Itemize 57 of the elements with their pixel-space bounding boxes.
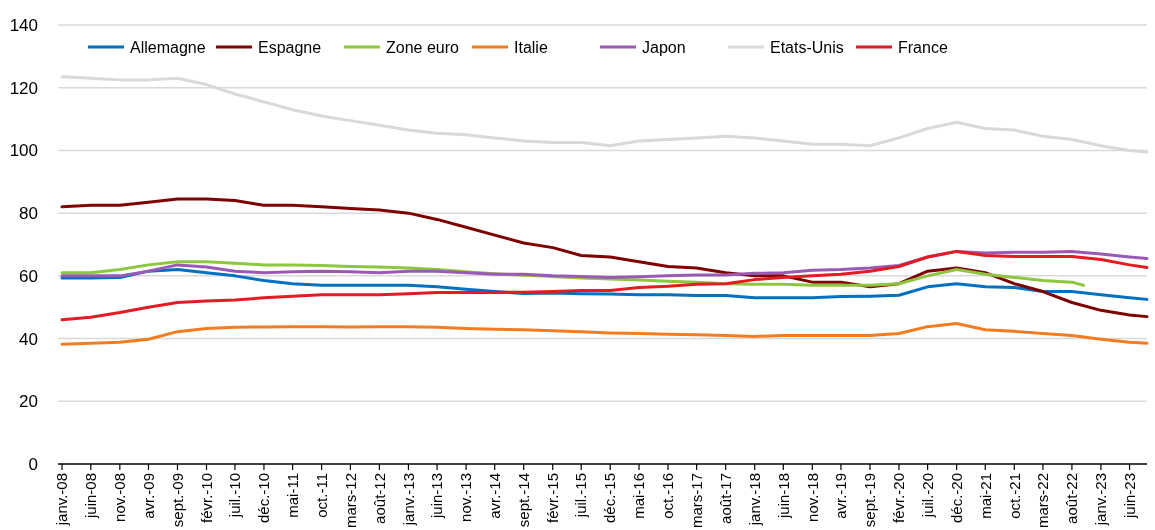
x-tick-label: oct.-11 <box>312 473 330 518</box>
y-tick-label: 140 <box>9 15 38 35</box>
x-tick-label: déc.-20 <box>947 473 965 524</box>
y-tick-label: 100 <box>9 141 38 161</box>
x-tick-label: août-12 <box>370 473 388 524</box>
x-tick-label: avr.-09 <box>139 473 157 519</box>
x-tick-label: avr.-14 <box>485 473 503 519</box>
x-tick-label: juil.-10 <box>226 473 244 519</box>
y-tick-label: 20 <box>19 392 38 412</box>
x-tick-label: sept.-09 <box>168 473 186 528</box>
x-tick-label: déc.-15 <box>601 473 619 524</box>
x-tick-label: août-17 <box>716 473 734 524</box>
x-tick-label: févr.-15 <box>543 473 561 524</box>
x-tick-label: juil.-20 <box>918 473 936 519</box>
legend-label: Zone euro <box>386 38 460 56</box>
legend-label: Allemagne <box>130 38 206 56</box>
x-tick-label: janv.-18 <box>745 473 763 527</box>
legend-label: France <box>898 38 948 56</box>
x-tick-label: avr.-19 <box>832 473 850 519</box>
x-tick-label: janv.-23 <box>1092 473 1110 527</box>
x-tick-label: juin-18 <box>774 473 792 520</box>
x-tick-label: oct.-21 <box>1005 473 1023 519</box>
x-tick-label: juin-13 <box>428 473 446 520</box>
x-tick-label: déc.-10 <box>255 473 273 524</box>
x-tick-label: nov.-18 <box>803 473 821 522</box>
x-tick-label: janv.-08 <box>53 473 71 527</box>
x-tick-label: févr.-20 <box>890 473 908 524</box>
x-tick-label: mars-22 <box>1034 473 1052 529</box>
legend-label: Italie <box>514 38 548 56</box>
x-tick-label: mai-16 <box>630 473 648 519</box>
x-tick-label: oct.-16 <box>659 473 677 519</box>
line-series <box>60 249 1149 322</box>
x-tick-label: nov.-08 <box>111 473 129 522</box>
line-series <box>60 249 1149 279</box>
y-tick-label: 0 <box>28 454 38 474</box>
x-tick-label: sept.-19 <box>861 473 879 528</box>
y-tick-label: 60 <box>19 266 38 286</box>
line-series <box>60 322 1149 346</box>
line-series <box>60 268 1149 301</box>
legend-label: Japon <box>642 38 686 56</box>
x-tick-label: mai-21 <box>976 473 994 519</box>
x-tick-label: juin-08 <box>82 473 100 520</box>
x-tick-label: mai-11 <box>283 473 301 518</box>
x-tick-label: sept.-14 <box>514 473 532 528</box>
x-tick-label: janv.-13 <box>399 473 417 527</box>
x-tick-label: févr.-10 <box>197 473 215 524</box>
legend-label: Etats-Unis <box>770 38 844 56</box>
legend-label: Espagne <box>258 38 322 56</box>
x-tick-label: juil.-15 <box>572 473 590 519</box>
x-tick-label: nov.-13 <box>457 473 475 522</box>
x-tick-label: juin-23 <box>1120 473 1138 520</box>
x-tick-label: mars-12 <box>341 473 359 529</box>
y-tick-label: 120 <box>9 78 38 98</box>
x-tick-label: août-22 <box>1063 473 1081 524</box>
x-tick-label: mars-17 <box>687 473 705 529</box>
y-tick-label: 80 <box>19 204 38 224</box>
y-tick-label: 40 <box>19 329 38 349</box>
